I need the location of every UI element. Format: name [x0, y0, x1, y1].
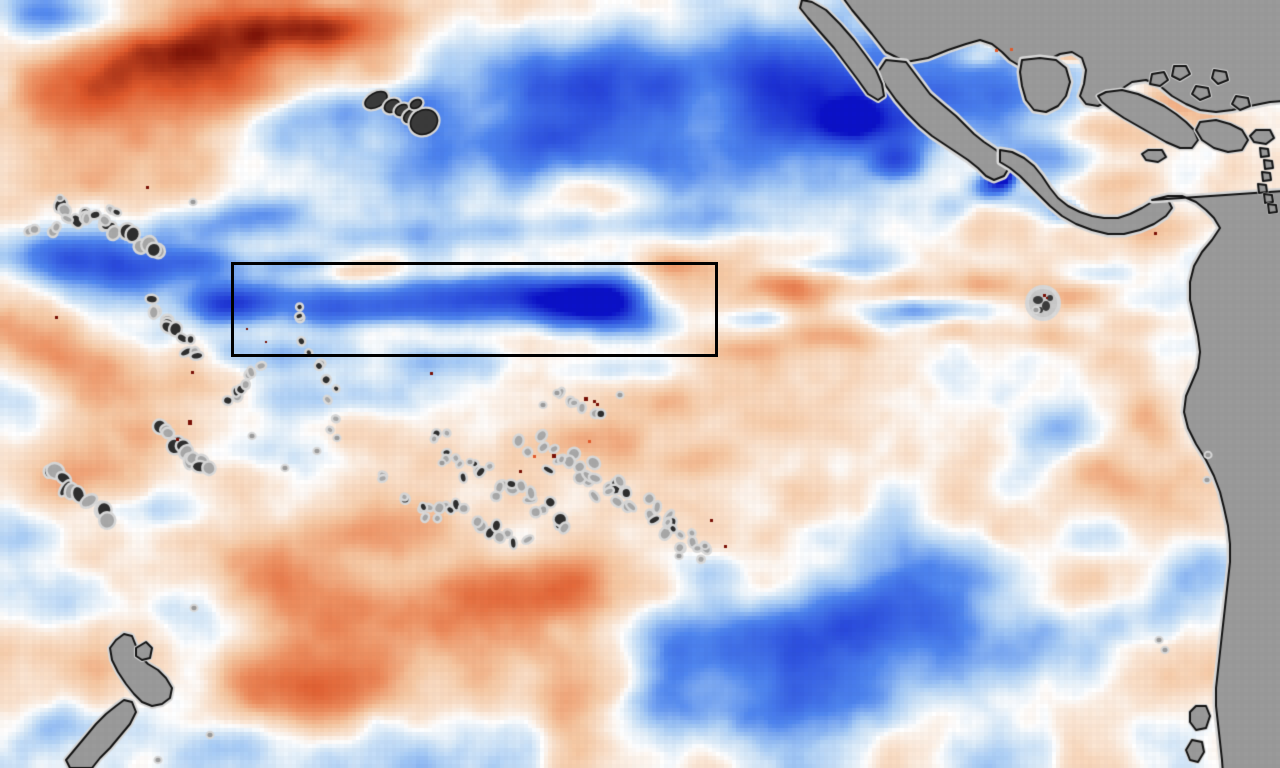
nino34-region-box — [231, 262, 718, 357]
